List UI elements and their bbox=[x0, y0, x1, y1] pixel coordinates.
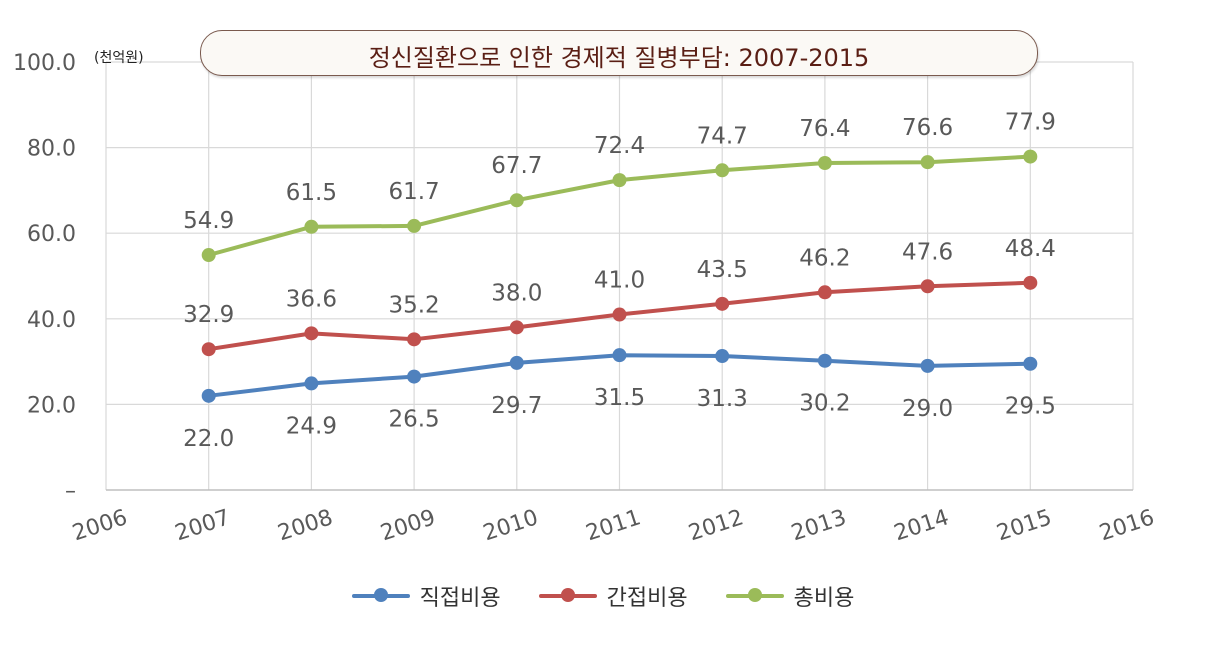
data-label: 29.0 bbox=[902, 396, 953, 422]
data-point bbox=[509, 355, 524, 370]
legend-item: 총비용 bbox=[725, 580, 855, 612]
x-tick-label: 2008 bbox=[275, 505, 336, 546]
data-point bbox=[509, 193, 524, 208]
data-point bbox=[407, 369, 422, 384]
legend-label: 총비용 bbox=[793, 586, 855, 611]
data-point bbox=[920, 155, 935, 170]
data-label: 22.0 bbox=[183, 426, 234, 452]
y-axis-unit-label: (천억원) bbox=[94, 50, 144, 66]
data-point bbox=[817, 353, 832, 368]
data-point bbox=[612, 348, 627, 363]
data-point bbox=[612, 307, 627, 322]
x-tick-label: 2014 bbox=[891, 505, 952, 546]
data-point bbox=[920, 358, 935, 373]
data-label: 74.7 bbox=[697, 123, 748, 149]
chart-legend: 직접비용 간접비용 총비용 bbox=[0, 580, 1206, 612]
data-label: 76.4 bbox=[799, 116, 850, 142]
data-point bbox=[1023, 356, 1038, 371]
data-point bbox=[1023, 275, 1038, 290]
data-point bbox=[407, 332, 422, 347]
data-point bbox=[715, 296, 730, 311]
legend-swatch bbox=[538, 588, 597, 602]
data-label: 76.6 bbox=[902, 115, 953, 141]
data-point bbox=[201, 388, 216, 403]
legend-item: 직접비용 bbox=[351, 580, 501, 612]
y-tick-label: 60.0 bbox=[27, 222, 76, 247]
x-tick-label: 2011 bbox=[583, 505, 644, 546]
data-point bbox=[817, 156, 832, 171]
legend-marker bbox=[747, 588, 762, 602]
legend-marker bbox=[373, 588, 388, 602]
data-label: 30.2 bbox=[799, 391, 850, 417]
data-point bbox=[304, 326, 319, 341]
chart-title-box: 정신질환으로 인한 경제적 질병부담: 2007-2015 bbox=[200, 30, 1038, 76]
x-tick-label: 2012 bbox=[686, 505, 747, 546]
data-label: 35.2 bbox=[388, 292, 439, 318]
y-tick-label: – bbox=[65, 479, 76, 504]
data-label: 48.4 bbox=[1005, 236, 1056, 262]
data-point bbox=[304, 376, 319, 391]
data-label: 29.7 bbox=[491, 393, 542, 419]
data-label: 54.9 bbox=[183, 208, 234, 234]
data-label: 36.6 bbox=[286, 286, 337, 312]
y-tick-label: 100.0 bbox=[13, 51, 76, 76]
x-tick-label: 2010 bbox=[480, 505, 541, 546]
data-label: 67.7 bbox=[491, 153, 542, 179]
legend-marker bbox=[560, 588, 575, 602]
data-point bbox=[612, 173, 627, 188]
data-label: 47.6 bbox=[902, 239, 953, 265]
data-label: 26.5 bbox=[388, 407, 439, 433]
y-tick-label: 40.0 bbox=[27, 308, 76, 333]
data-label: 41.0 bbox=[594, 268, 645, 294]
data-label: 31.3 bbox=[697, 386, 748, 412]
x-tick-label: 2006 bbox=[69, 505, 130, 546]
x-tick-label: 2015 bbox=[994, 505, 1055, 546]
x-tick-label: 2013 bbox=[788, 505, 849, 546]
data-point bbox=[201, 342, 216, 357]
data-label: 77.9 bbox=[1005, 110, 1056, 136]
legend-label: 직접비용 bbox=[419, 586, 501, 611]
data-label: 31.5 bbox=[594, 385, 645, 411]
x-tick-label: 2009 bbox=[378, 505, 439, 546]
data-point bbox=[817, 285, 832, 300]
x-tick-label: 2016 bbox=[1096, 505, 1157, 546]
data-label: 61.5 bbox=[286, 180, 337, 206]
data-label: 38.0 bbox=[491, 280, 542, 306]
data-label: 32.9 bbox=[183, 302, 234, 328]
data-label: 29.5 bbox=[1005, 394, 1056, 420]
data-label: 43.5 bbox=[697, 257, 748, 283]
data-point bbox=[1023, 149, 1038, 164]
data-point bbox=[509, 320, 524, 335]
data-point bbox=[304, 219, 319, 234]
legend-swatch bbox=[725, 588, 784, 602]
data-point bbox=[407, 218, 422, 233]
data-point bbox=[920, 279, 935, 294]
data-point bbox=[715, 163, 730, 178]
data-label: 46.2 bbox=[799, 245, 850, 271]
legend-label: 간접비용 bbox=[606, 586, 688, 611]
data-point bbox=[715, 349, 730, 364]
legend-item: 간접비용 bbox=[538, 580, 688, 612]
chart-title: 정신질환으로 인한 경제적 질병부담: 2007-2015 bbox=[368, 44, 870, 72]
x-tick-label: 2007 bbox=[172, 505, 233, 546]
data-label: 72.4 bbox=[594, 133, 645, 159]
legend-swatch bbox=[351, 588, 410, 602]
data-label: 24.9 bbox=[286, 413, 337, 439]
data-point bbox=[201, 248, 216, 263]
data-label: 61.7 bbox=[388, 179, 439, 205]
y-tick-label: 80.0 bbox=[27, 137, 76, 162]
y-tick-label: 20.0 bbox=[27, 393, 76, 418]
